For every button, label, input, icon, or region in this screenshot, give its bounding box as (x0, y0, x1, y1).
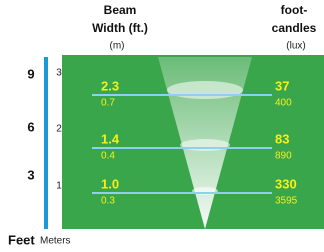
page: {"header": {"beam_width": ["Beam", "Widt… (0, 0, 324, 252)
header: Width (ft.) (92, 21, 148, 35)
feet-label: 6 (27, 119, 34, 134)
lux: 400 (275, 98, 292, 109)
header-unit: (m) (110, 41, 125, 52)
header-unit: (lux) (286, 41, 305, 52)
footer-label: Feet (8, 232, 35, 247)
header: Beam (104, 3, 137, 17)
header: foot- (281, 3, 308, 17)
header: candles (272, 21, 317, 35)
width-m: 0.7 (101, 98, 115, 109)
width-ft: 1.4 (101, 131, 120, 146)
foot-candles: 330 (275, 176, 297, 191)
width-m: 0.4 (101, 151, 115, 162)
feet-label: 3 (27, 167, 34, 182)
lux: 3595 (275, 196, 298, 207)
foot-candles: 83 (275, 131, 289, 146)
lux: 890 (275, 151, 292, 162)
meters-label: 3 (56, 68, 62, 79)
width-ft: 2.3 (101, 78, 119, 93)
beam-ellipse (180, 139, 230, 151)
height-bar (44, 57, 48, 229)
meters-label: 1 (56, 181, 62, 192)
footer-label: Meters (40, 236, 71, 247)
meters-label: 2 (56, 124, 62, 135)
beam-ellipse (167, 81, 243, 99)
foot-candles: 37 (275, 78, 289, 93)
width-ft: 1.0 (101, 176, 119, 191)
diagram: Beam Width (ft.) (m) foot- candles (lux)… (0, 0, 324, 252)
width-m: 0.3 (101, 196, 115, 207)
feet-label: 9 (27, 66, 34, 81)
